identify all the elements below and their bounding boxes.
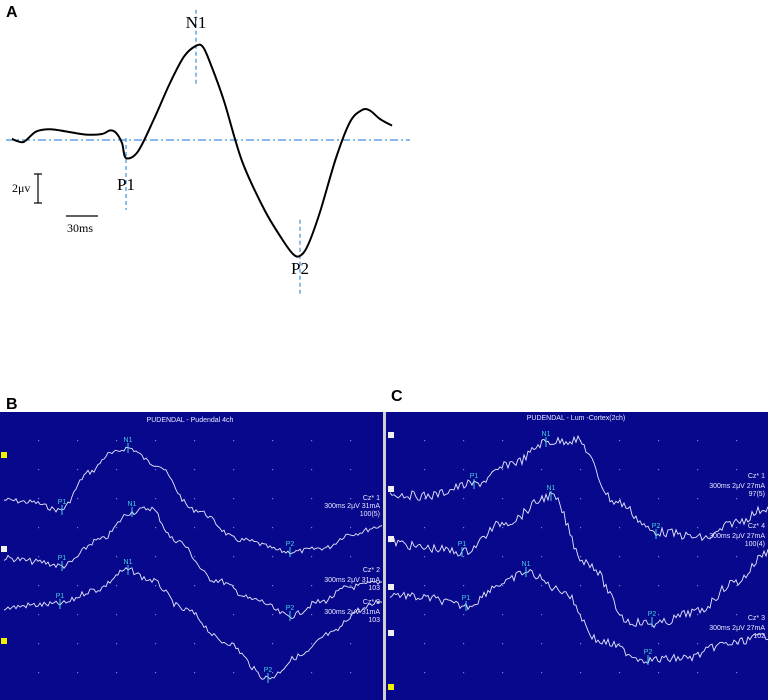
- channel-info-1: Cz* 1 300ms 2μV 31mA 100(5): [324, 495, 380, 518]
- marker-b1-n1: N1: [124, 437, 133, 444]
- dot-grid: [38, 440, 352, 674]
- trace-b-3: [3, 567, 383, 680]
- marker-b3-p1: P1: [56, 593, 65, 600]
- channel-info-1: Cz* 1 300ms 2μV 27mA 97(5): [709, 473, 765, 498]
- marker-b2-n1: N1: [128, 501, 137, 508]
- panel-a-waveform-chart: P1 N1 P2 2μv 30ms: [6, 9, 410, 296]
- svg-text:300ms 2μV 27mA: 300ms 2μV 27mA: [709, 483, 765, 490]
- trace-c-1: [389, 434, 768, 542]
- marker-b3-n1: N1: [124, 559, 133, 566]
- marker-c3-p1: P1: [462, 595, 471, 602]
- marker-b2-p2: P2: [286, 605, 295, 612]
- svg-text:Cz* 2: Cz* 2: [363, 567, 380, 574]
- time-scale-label: 30ms: [67, 221, 93, 235]
- svg-text:300ms 2μV 31mA: 300ms 2μV 31mA: [324, 609, 380, 616]
- svg-text:Cz* 4: Cz* 4: [748, 523, 765, 530]
- trace-b-2: [3, 506, 383, 620]
- svg-text:103: 103: [368, 585, 380, 592]
- svg-text:300ms 2μV 31mA: 300ms 2μV 31mA: [324, 503, 380, 510]
- screen-title: PUDENDAL - Pudendal 4ch: [147, 417, 234, 424]
- marker-b3-p2: P2: [264, 667, 273, 674]
- peak-labels: P1 N1 P2: [117, 13, 309, 278]
- trace-b-1: [3, 446, 383, 555]
- scale-bar-amplitude: 2μv: [12, 173, 42, 204]
- peak-marker-lines: [125, 9, 301, 296]
- channel-info-3: Cz* 3 300ms 2μV 27mA 102: [709, 615, 765, 640]
- dot-grid: [424, 440, 738, 674]
- marker-c1-p2: P2: [652, 523, 661, 530]
- panel-letter-c: C: [391, 388, 403, 405]
- marker-c1-p1: P1: [470, 473, 479, 480]
- svg-text:Cz* 1: Cz* 1: [748, 473, 765, 480]
- marker-b1-p1: P1: [58, 499, 67, 506]
- screen-title: PUDENDAL - Lum -Cortex(2ch): [527, 415, 626, 422]
- svg-text:Cz* 3: Cz* 3: [748, 615, 765, 622]
- marker-c2-n1: N1: [547, 485, 556, 492]
- panel-letter-a: A: [6, 4, 18, 21]
- marker-c3-p2: P2: [644, 649, 653, 656]
- svg-text:Cz* 1: Cz* 1: [363, 495, 380, 502]
- channel-info-3: Cz* 3 300ms 2μV 31mA 103: [324, 599, 380, 624]
- marker-b2-p1: P1: [58, 555, 67, 562]
- svg-text:97(5): 97(5): [749, 491, 765, 498]
- channel-info-2: Cz* 2 300ms 2μV 31mA 103: [324, 567, 380, 592]
- channel-sliders[interactable]: [1, 452, 7, 644]
- marker-c2-p2: P2: [648, 611, 657, 618]
- trace-c-3: [389, 569, 768, 665]
- panel-letter-b: B: [6, 396, 18, 413]
- scale-bar-time: 30ms: [66, 215, 98, 235]
- svg-text:300ms 2μV 27mA: 300ms 2μV 27mA: [709, 625, 765, 632]
- marker-b1-p2: P2: [286, 541, 295, 548]
- svg-text:100(4): 100(4): [745, 541, 765, 548]
- peak-label-n1: N1: [186, 13, 207, 32]
- marker-c2-p1: P1: [458, 541, 467, 548]
- marker-c1-n1: N1: [542, 431, 551, 438]
- svg-text:300ms 2μV 31mA: 300ms 2μV 31mA: [324, 577, 380, 584]
- peak-label-p1: P1: [117, 175, 135, 194]
- panel-b-ep-screen: PUDENDAL - Pudendal 4ch P1 N1 P2 P1 N1 P2 P1 N1…: [0, 412, 383, 700]
- eeg-traces: P1 N1 P2 P1 N1 P2 P1 N1 P2: [389, 431, 768, 665]
- svg-text:100(5): 100(5): [360, 511, 380, 518]
- eeg-traces: P1 N1 P2 P1 N1 P2 P1 N1 P2: [3, 437, 383, 683]
- panel-c-ep-screen: PUDENDAL - Lum -Cortex(2ch) P1 N1 P2 P1 N1 P2…: [386, 412, 768, 700]
- svg-text:300ms 2μV 27mA: 300ms 2μV 27mA: [709, 533, 765, 540]
- marker-c3-n1: N1: [522, 561, 531, 568]
- peak-label-p2: P2: [291, 259, 309, 278]
- svg-text:103: 103: [368, 617, 380, 624]
- erp-waveform-line: [11, 43, 393, 258]
- panel-divider: [383, 412, 386, 700]
- trace-c-2: [389, 491, 768, 629]
- channel-sliders[interactable]: [388, 432, 394, 690]
- amplitude-scale-label: 2μv: [12, 181, 30, 195]
- channel-info-2: Cz* 4 300ms 2μV 27mA 100(4): [709, 523, 765, 548]
- svg-text:Cz* 3: Cz* 3: [363, 599, 380, 606]
- svg-text:102: 102: [753, 633, 765, 640]
